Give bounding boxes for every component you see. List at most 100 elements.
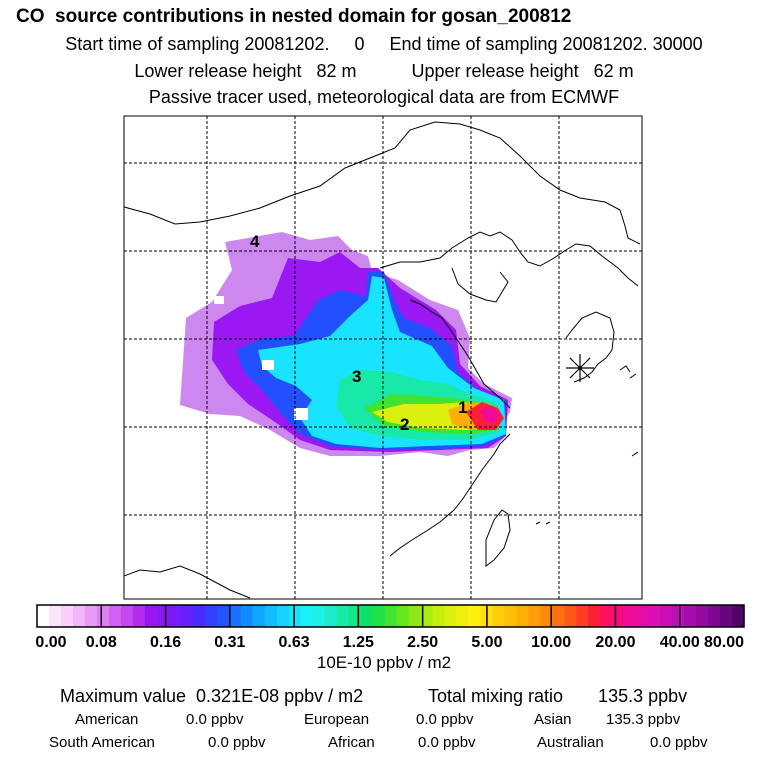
colorbar-swatches <box>37 605 745 627</box>
region-asian-value: 135.3 ppbv <box>606 711 681 728</box>
receptor-star-icon <box>566 354 594 382</box>
colorbar-swatch <box>432 605 446 627</box>
region-european-value: 0.0 ppbv <box>416 711 474 728</box>
colorbar-swatch <box>348 605 362 627</box>
maximum-value: Maximum value 0.321E-08 ppbv / m2 <box>60 686 364 706</box>
region-australian-value: 0.0 ppbv <box>650 734 708 751</box>
colorbar-dividers <box>100 605 681 627</box>
colorbar-swatch <box>564 605 577 627</box>
colorbar-swatch <box>720 605 733 627</box>
colorbar-swatch <box>672 605 685 627</box>
plume-gap <box>262 360 274 370</box>
plume-gap <box>294 408 308 420</box>
source-label-2: 2 <box>400 415 409 434</box>
plume-gap <box>214 296 224 304</box>
source-label-3: 3 <box>352 367 361 386</box>
colorbar-swatch <box>276 605 290 627</box>
colorbar-tick-label: 20.00 <box>595 634 635 651</box>
colorbar-swatch <box>708 605 721 627</box>
colorbar-swatch <box>288 605 302 627</box>
colorbar-swatch <box>180 605 194 627</box>
region-american-value: 0.0 ppbv <box>186 711 244 728</box>
region-asian-name: Asian <box>534 711 572 728</box>
colorbar-swatch <box>48 605 62 627</box>
colorbar-swatch <box>456 605 469 627</box>
colorbar-swatch <box>132 605 146 627</box>
colorbar-swatch <box>312 605 326 627</box>
colorbar-swatch <box>84 605 98 627</box>
colorbar-swatch <box>360 605 374 627</box>
colorbar-swatch <box>336 605 350 627</box>
tracer-info-line: Passive tracer used, meteorological data… <box>148 87 620 107</box>
colorbar-swatch <box>216 605 230 627</box>
region-african-name: African <box>328 734 375 751</box>
plume-layer <box>180 232 512 456</box>
colorbar-swatch <box>300 605 314 627</box>
colorbar-tick-labels: 0.00 0.08 0.16 0.31 0.63 1.25 2.50 5.00 10.00 20.… <box>35 634 744 651</box>
sampling-time-line: Start time of sampling 20081202. 0 End t… <box>65 34 703 54</box>
colorbar-swatch <box>156 605 170 627</box>
colorbar-swatch <box>120 605 134 627</box>
colorbar-swatch <box>264 605 278 627</box>
colorbar-swatch <box>528 605 541 627</box>
colorbar-swatch <box>204 605 218 627</box>
colorbar-swatch <box>228 605 242 627</box>
colorbar-swatch <box>444 605 457 627</box>
colorbar-swatch <box>192 605 206 627</box>
colorbar-swatch <box>396 605 410 627</box>
colorbar-swatch <box>540 605 553 627</box>
colorbar-swatch <box>420 605 434 627</box>
colorbar-swatch <box>600 605 613 627</box>
colorbar-swatch <box>612 605 625 627</box>
map-frame <box>123 115 643 600</box>
colorbar-swatch <box>72 605 86 627</box>
colorbar-swatch <box>504 605 517 627</box>
colorbar-swatch <box>408 605 422 627</box>
release-height-line: Lower release height 82 m Upper release … <box>134 61 634 81</box>
region-south-american-name: South American <box>49 734 155 751</box>
colorbar-swatch <box>240 605 254 627</box>
colorbar-swatch <box>588 605 601 627</box>
region-australian-name: Australian <box>537 734 604 751</box>
colorbar-swatch <box>468 605 481 627</box>
colorbar-tick-label: 0.08 <box>86 634 117 651</box>
colorbar-tick-label: 5.00 <box>471 634 502 651</box>
colorbar-swatch <box>144 605 158 627</box>
source-label-1: 1 <box>458 398 467 417</box>
colorbar-tick-label: 0.16 <box>150 634 181 651</box>
colorbar-swatch <box>384 605 398 627</box>
colorbar-unit-label: 10E-10 ppbv / m2 <box>317 653 451 672</box>
region-south-american-value: 0.0 ppbv <box>208 734 266 751</box>
colorbar-swatch <box>168 605 182 627</box>
source-label-4: 4 <box>250 232 260 251</box>
colorbar-swatch <box>324 605 338 627</box>
colorbar-swatch <box>516 605 529 627</box>
colorbar-tick-label: 2.50 <box>407 634 438 651</box>
lat-lon-grid <box>124 116 642 599</box>
colorbar-tick-label: 40.00 <box>660 634 700 651</box>
colorbar-swatch <box>60 605 74 627</box>
colorbar-tick-label: 1.25 <box>343 634 374 651</box>
colorbar-swatch <box>660 605 673 627</box>
plume-magenta <box>480 406 500 424</box>
colorbar-tick-label: 10.00 <box>531 634 571 651</box>
colorbar-swatch <box>732 605 745 627</box>
colorbar-swatch <box>372 605 386 627</box>
region-european-name: European <box>304 711 370 728</box>
colorbar-swatch <box>552 605 565 627</box>
colorbar-tick-label: 80.00 <box>704 634 744 651</box>
colorbar-swatch <box>636 605 649 627</box>
total-mixing-ratio: Total mixing ratio 135.3 ppbv <box>428 686 688 706</box>
colorbar-swatch <box>108 605 122 627</box>
colorbar-swatch <box>648 605 661 627</box>
colorbar-swatch <box>576 605 589 627</box>
colorbar-swatch <box>624 605 637 627</box>
colorbar-swatch <box>492 605 505 627</box>
colorbar-swatch <box>96 605 110 627</box>
colorbar-swatch <box>696 605 709 627</box>
region-african-value: 0.0 ppbv <box>418 734 476 751</box>
colorbar-tick-label: 0.00 <box>35 634 66 651</box>
colorbar-frame <box>36 604 745 628</box>
